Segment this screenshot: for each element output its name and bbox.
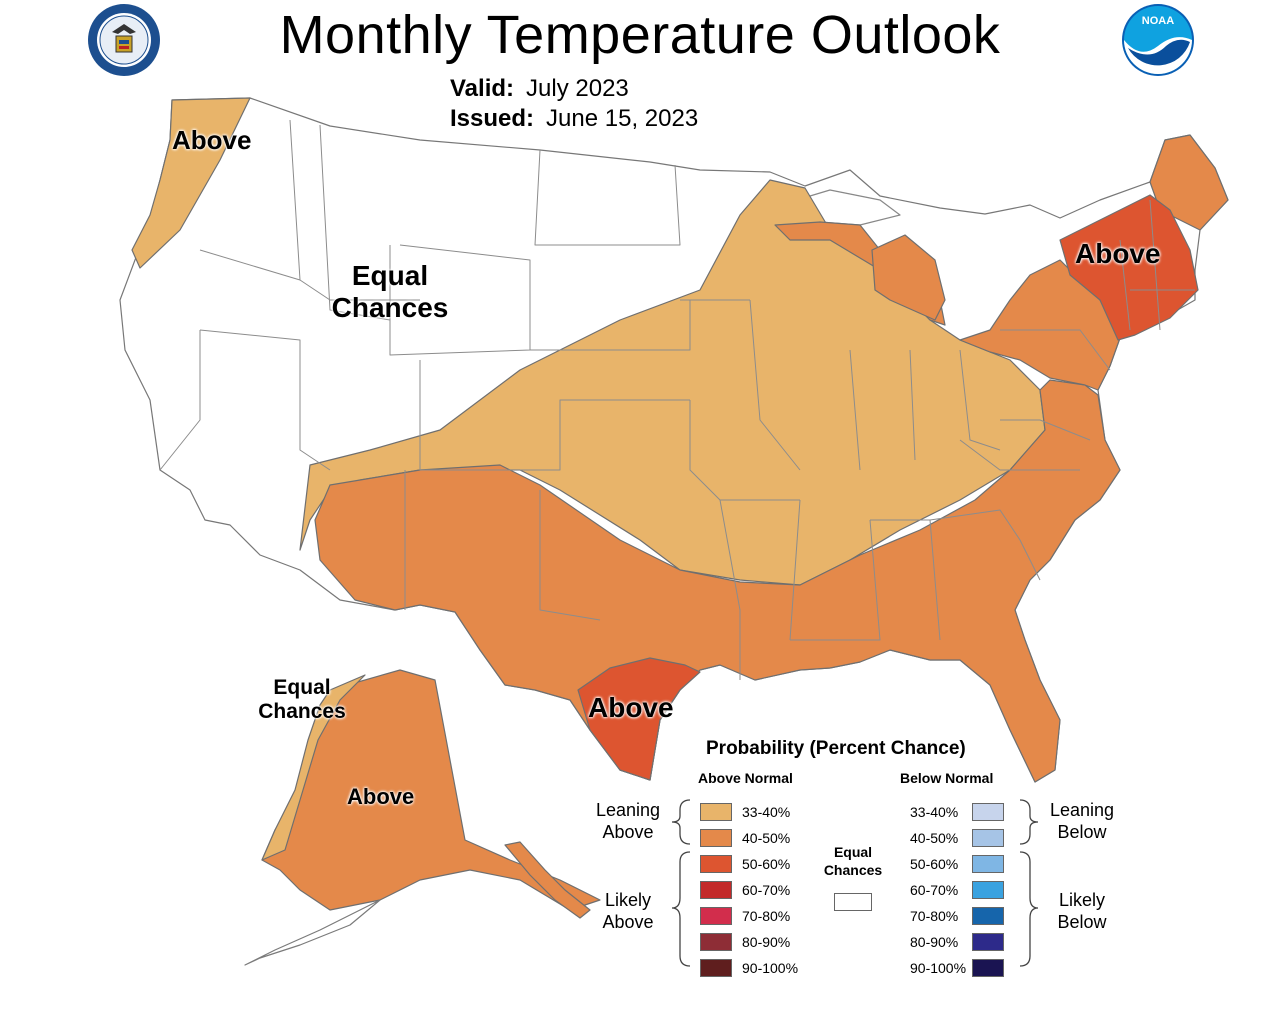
alaska-peninsula: [244, 899, 381, 966]
noaa-logo-text: NOAA: [1142, 15, 1174, 27]
legend-likely-below-line2: Below: [1057, 911, 1107, 932]
legend-above-label-2: 50-60%: [742, 856, 791, 872]
legend-likely-above-line2: Above: [602, 911, 654, 932]
legend-below-swatch-1: [972, 829, 1004, 847]
legend-above-label-5: 80-90%: [742, 934, 791, 950]
legend-below-label-5: 80-90%: [910, 934, 959, 950]
legend-title: Probability (Percent Chance): [706, 738, 966, 759]
map-title: Monthly Temperature Outlook: [279, 5, 1001, 65]
legend-above-label-1: 40-50%: [742, 830, 791, 846]
legend-below-label-4: 70-80%: [910, 908, 959, 924]
legend-above-swatch-1: [700, 829, 732, 847]
legend-equal-chances-swatch: [834, 893, 872, 911]
legend-above-label-4: 70-80%: [742, 908, 791, 924]
south-leaning-above-region: [314, 379, 1121, 783]
legend-above-swatch-0: [700, 803, 732, 821]
doc-seal-icon: [88, 4, 160, 76]
legend-leaning-below-line1: Leaning: [1049, 800, 1115, 820]
label-alaska-above: Above: [347, 784, 415, 809]
label-west-equal-chances: Equal Chances: [330, 260, 450, 324]
label-northeast-above: Above: [1075, 238, 1161, 269]
legend-above-label-0: 33-40%: [742, 804, 791, 820]
michigan-leaning-above-region: [871, 234, 946, 321]
legend-leaning-below: Leaning Below: [1042, 800, 1122, 843]
issued-value: June 15, 2023: [546, 105, 699, 132]
label-alaska-equal-line1: Equal: [273, 676, 331, 699]
legend-above-swatch-5: [700, 933, 732, 951]
legend-above-swatch-4: [700, 907, 732, 925]
alaska-west-leaning-above-region: [261, 674, 366, 861]
pnw-leaning-above-region: [131, 97, 251, 269]
label-texas-above: Above: [588, 692, 674, 723]
legend-leaning-above-line2: Above: [602, 821, 654, 842]
legend-below-swatch-5: [972, 933, 1004, 951]
legend-likely-below: Likely Below: [1042, 890, 1122, 933]
valid-label: Valid:: [450, 75, 515, 102]
legend-likely-below-line1: Likely: [1058, 890, 1106, 910]
legend-above-swatch-6: [700, 959, 732, 977]
legend-above-label-6: 90-100%: [742, 960, 799, 976]
legend-equal-chances: Equal Chances: [818, 843, 888, 879]
legend-below-label-0: 33-40%: [910, 804, 959, 820]
noaa-logo-icon: NOAA: [1122, 4, 1194, 76]
legend-leaning-above-line1: Leaning: [595, 800, 661, 820]
legend-likely-above-line1: Likely: [604, 890, 652, 910]
label-west-equal-line2: Chances: [331, 292, 449, 324]
northeast-likely-above-region: [1059, 194, 1199, 341]
legend-leaning-below-line2: Below: [1057, 821, 1107, 842]
alaska-panhandle: [504, 841, 591, 919]
legend-equal-line2: Chances: [823, 862, 883, 879]
legend-below-swatch-4: [972, 907, 1004, 925]
legend-below-label-2: 50-60%: [910, 856, 959, 872]
label-alaska-equal-line2: Chances: [258, 700, 346, 724]
legend-above-swatch-3: [700, 881, 732, 899]
texas-likely-above-region: [577, 657, 701, 781]
legend-above-label-3: 60-70%: [742, 882, 791, 898]
legend-below-header: Below Normal: [900, 770, 994, 786]
label-pnw-above: Above: [172, 125, 252, 155]
northeast-leaning-above-region: [959, 259, 1121, 391]
legend-below-swatch-6: [972, 959, 1004, 977]
legend-below-swatch-0: [972, 803, 1004, 821]
legend-above-header: Above Normal: [698, 770, 793, 786]
legend-below-label-6: 90-100%: [910, 960, 967, 976]
valid-line: Valid: July 2023: [450, 75, 629, 103]
label-west-equal-line1: Equal: [351, 260, 429, 291]
issued-label: Issued:: [450, 105, 535, 132]
legend-below-swatch-3: [972, 881, 1004, 899]
valid-value: July 2023: [526, 75, 629, 102]
legend-below-label-1: 40-50%: [910, 830, 959, 846]
legend-leaning-above: Leaning Above: [588, 800, 668, 843]
issued-line: Issued: June 15, 2023: [450, 105, 698, 133]
legend-below-swatch-2: [972, 855, 1004, 873]
legend-above-swatch-2: [700, 855, 732, 873]
legend-likely-above: Likely Above: [588, 890, 668, 933]
legend-above-braces: [671, 799, 691, 967]
legend-below-braces: [1019, 799, 1039, 967]
legend-equal-line1: Equal: [833, 844, 873, 860]
label-alaska-equal-chances: Equal Chances: [250, 676, 354, 724]
legend-below-label-3: 60-70%: [910, 882, 959, 898]
